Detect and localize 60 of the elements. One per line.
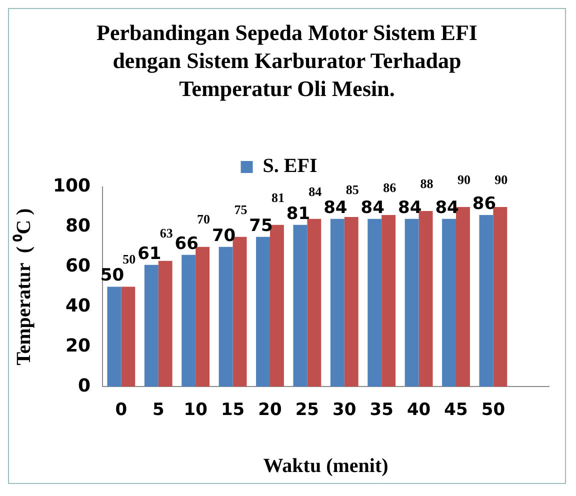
data-label: 66 <box>174 234 198 254</box>
bar <box>121 286 136 387</box>
data-label: 81 <box>271 190 284 205</box>
bar <box>382 214 396 387</box>
x-tick-label: 10 <box>184 400 208 420</box>
bar <box>330 218 344 387</box>
data-label: 81 <box>286 204 310 224</box>
x-tick-label: 50 <box>481 400 506 420</box>
bar <box>293 224 308 387</box>
data-label: 50 <box>122 252 136 267</box>
data-label: 90 <box>494 172 508 187</box>
bar <box>158 260 172 387</box>
y-axis-title: Temperatur ( ⁰C ) <box>12 208 36 366</box>
x-tick-label: 15 <box>220 400 245 420</box>
data-label: 63 <box>160 226 174 241</box>
data-label: 84 <box>324 198 348 218</box>
bar <box>344 216 358 387</box>
data-label: 75 <box>234 202 248 217</box>
x-tick-label: 30 <box>332 400 356 420</box>
data-label: 75 <box>249 216 273 236</box>
x-tick-label: 0 <box>115 400 128 420</box>
data-label: 85 <box>346 182 360 197</box>
data-label: 84 <box>360 198 385 218</box>
x-tick-label: 20 <box>258 400 282 420</box>
x-tick-label: 35 <box>370 400 394 420</box>
bar <box>218 246 233 387</box>
data-label: 84 <box>435 198 460 218</box>
data-label: 86 <box>383 180 397 195</box>
y-tick-label: 100 <box>52 176 91 197</box>
y-tick-label: 60 <box>66 256 91 277</box>
bar <box>404 218 419 387</box>
bar <box>479 214 494 387</box>
y-tick-label: 20 <box>66 335 91 356</box>
data-label: 84 <box>398 198 422 218</box>
data-label: 70 <box>212 226 236 246</box>
data-label: 50 <box>100 266 124 286</box>
legend-label: S. EFI <box>262 155 318 178</box>
y-tick-label: 80 <box>66 216 91 237</box>
bar <box>196 246 210 387</box>
bar <box>442 218 456 387</box>
chart-title: Perbandingan Sepeda Motor Sistem EFI dengan Sistem Karburator Terhadap Temperatur Oli Mesin. <box>96 19 478 103</box>
data-label: 84 <box>308 184 322 199</box>
x-tick-label: 45 <box>444 400 468 420</box>
x-axis-title: Waktu (menit) <box>263 455 388 478</box>
y-tick-label: 40 <box>66 295 91 316</box>
data-label: 88 <box>420 176 434 191</box>
bar <box>144 264 158 387</box>
x-tick-label: 40 <box>406 400 431 420</box>
bar <box>107 286 122 387</box>
bar <box>256 236 270 387</box>
bar <box>182 254 196 387</box>
data-label: 70 <box>197 212 210 227</box>
data-label: 86 <box>472 194 496 214</box>
data-label: 90 <box>457 172 470 187</box>
x-tick-label: 5 <box>152 400 164 420</box>
bar <box>368 218 382 387</box>
data-label: 61 <box>138 244 162 264</box>
x-tick-label: 25 <box>295 400 320 420</box>
bar <box>307 218 322 387</box>
y-tick-label: 0 <box>78 375 91 396</box>
